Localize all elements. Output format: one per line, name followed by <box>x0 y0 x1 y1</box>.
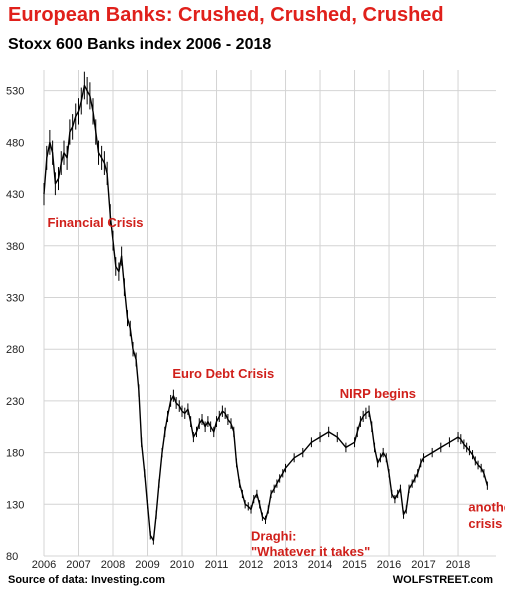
annotation-label: Financial Crisis <box>47 215 143 230</box>
x-tick-label: 2011 <box>205 559 229 571</box>
x-tick-label: 2007 <box>66 559 90 571</box>
annotation-label: Draghi: <box>251 528 296 543</box>
x-tick-label: 2013 <box>273 559 297 571</box>
x-tick-label: 2017 <box>411 559 435 571</box>
x-tick-label: 2014 <box>308 559 332 571</box>
x-tick-label: 2015 <box>342 559 366 571</box>
x-tick-label: 2009 <box>135 559 159 571</box>
annotation-label: crisis <box>468 516 502 531</box>
brand-label: WOLFSTREET.com <box>392 574 493 586</box>
chart-subtitle: Stoxx 600 Banks index 2006 - 2018 <box>8 36 272 53</box>
y-tick-label: 280 <box>6 344 24 356</box>
y-tick-label: 130 <box>6 499 24 511</box>
annotation-label: another <box>468 500 505 515</box>
y-tick-label: 230 <box>6 396 24 408</box>
y-tick-label: 80 <box>6 551 18 563</box>
series-line-0 <box>43 84 489 542</box>
annotation-label: Euro Debt Crisis <box>172 366 274 381</box>
y-tick-label: 480 <box>6 137 24 149</box>
chart-title: European Banks: Crushed, Crushed, Crushe… <box>8 4 444 26</box>
tick-layer: 80 130 180 230 280 330 380 430 480 530 2006 2007 200… <box>6 86 470 571</box>
annotation-layer: Financial Crisis Euro Debt Crisis NIRP beg… <box>47 215 505 559</box>
source-note: Source of data: Investing.com <box>8 574 166 586</box>
y-tick-label: 380 <box>6 241 24 253</box>
x-tick-label: 2012 <box>239 559 263 571</box>
y-tick-label: 180 <box>6 448 24 460</box>
x-tick-label: 2008 <box>101 559 125 571</box>
annotation-label: "Whatever it takes" <box>251 544 370 559</box>
y-tick-label: 430 <box>6 189 24 201</box>
x-tick-label: 2018 <box>446 559 470 571</box>
x-tick-label: 2010 <box>170 559 194 571</box>
series-layer <box>43 71 489 545</box>
y-tick-label: 530 <box>6 86 24 98</box>
grid-layer <box>43 70 496 557</box>
x-tick-label: 2006 <box>32 559 56 571</box>
x-tick-label: 2016 <box>377 559 401 571</box>
y-tick-label: 330 <box>6 292 24 304</box>
annotation-label: NIRP begins <box>340 386 416 401</box>
